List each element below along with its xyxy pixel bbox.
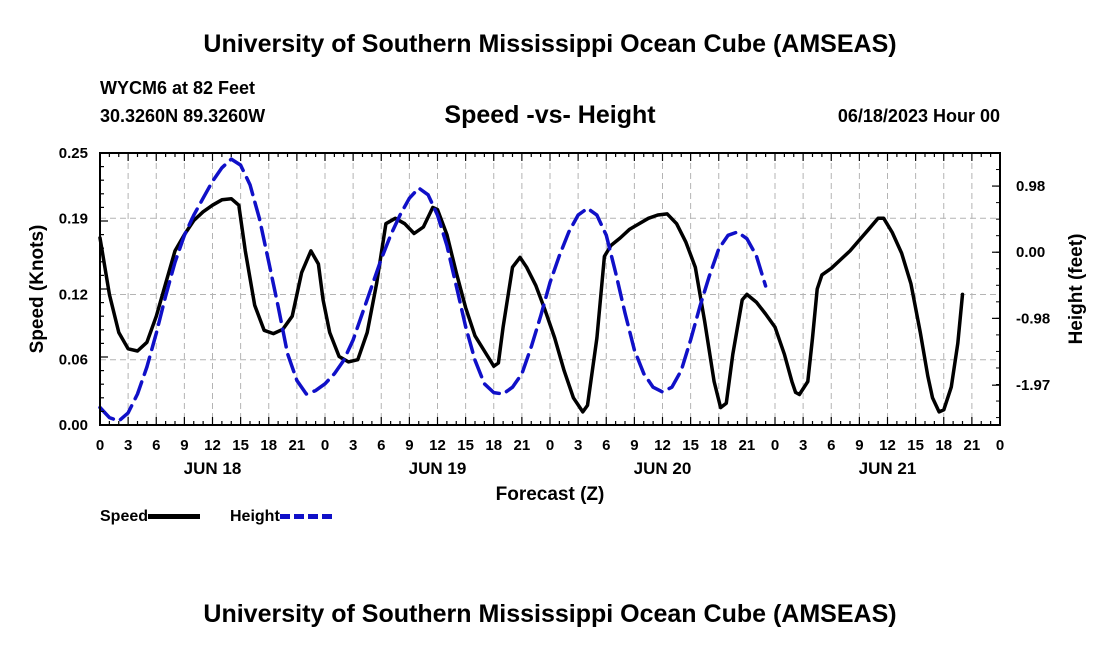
x-tick-label: 9 bbox=[405, 437, 413, 454]
day-label: JUN 19 bbox=[409, 459, 467, 478]
x-tick-label: 9 bbox=[180, 437, 188, 454]
legend-speed-swatch bbox=[148, 514, 201, 520]
x-tick-label: 0 bbox=[96, 437, 104, 454]
chart-subtitle: Speed -vs- Height bbox=[444, 101, 656, 129]
x-tick-label: 18 bbox=[935, 437, 952, 454]
x-tick-label: 9 bbox=[630, 437, 638, 454]
x-tick-label: 18 bbox=[260, 437, 277, 454]
x-tick-label: 3 bbox=[574, 437, 582, 454]
forecast-datetime: 06/18/2023 Hour 00 bbox=[837, 106, 1000, 126]
y-tick-label-left: 0.00 bbox=[59, 417, 88, 434]
y-tick-label-right: -1.97 bbox=[1016, 377, 1050, 394]
x-axis-label: Forecast (Z) bbox=[496, 484, 605, 505]
axis-labels: 0 3 6 9 12 15 18 21 0 3 6 9 12 15 18 21 0 3 6 9 12 15 18 21 0 3 6 9… bbox=[27, 145, 1087, 505]
y-tick-label-left: 0.06 bbox=[59, 352, 88, 369]
x-tick-label: 21 bbox=[289, 437, 306, 454]
x-tick-label: 6 bbox=[152, 437, 160, 454]
x-tick-label: 12 bbox=[654, 437, 671, 454]
x-tick-label: 0 bbox=[546, 437, 554, 454]
legend-height-swatch bbox=[279, 514, 332, 520]
x-tick-label: 15 bbox=[457, 437, 474, 454]
x-tick-label: 3 bbox=[124, 437, 132, 454]
day-label: JUN 21 bbox=[859, 459, 917, 478]
x-tick-label: 9 bbox=[855, 437, 863, 454]
x-tick-label: 15 bbox=[232, 437, 249, 454]
y-tick-label-right: 0.98 bbox=[1016, 178, 1045, 195]
x-tick-label: 6 bbox=[377, 437, 385, 454]
day-label: JUN 18 bbox=[184, 459, 242, 478]
series-line-height bbox=[98, 157, 768, 423]
y-tick-label-right: 0.00 bbox=[1016, 244, 1045, 261]
plot-frame bbox=[99, 152, 1001, 426]
main-title: University of Southern Mississippi Ocean… bbox=[203, 30, 897, 58]
legend-height: Height bbox=[230, 508, 332, 526]
x-tick-label: 21 bbox=[964, 437, 981, 454]
x-tick-label: 0 bbox=[321, 437, 329, 454]
x-tick-label: 15 bbox=[682, 437, 699, 454]
x-tick-label: 15 bbox=[907, 437, 924, 454]
x-tick-label: 0 bbox=[996, 437, 1004, 454]
series-lines bbox=[98, 157, 965, 423]
y-tick-label-left: 0.12 bbox=[59, 286, 88, 303]
series-line-speed bbox=[98, 196, 965, 414]
station-label: WYCM6 at 82 Feet bbox=[100, 78, 256, 98]
x-tick-label: 21 bbox=[514, 437, 531, 454]
x-tick-label: 18 bbox=[485, 437, 502, 454]
x-tick-label: 3 bbox=[349, 437, 357, 454]
legend-height-label: Height bbox=[230, 508, 280, 525]
footer-title: University of Southern Mississippi Ocean… bbox=[203, 600, 897, 628]
x-tick-label: 12 bbox=[879, 437, 896, 454]
legend-speed-label: Speed bbox=[100, 508, 149, 525]
x-tick-label: 21 bbox=[739, 437, 756, 454]
x-tick-label: 12 bbox=[429, 437, 446, 454]
x-tick-label: 18 bbox=[710, 437, 727, 454]
x-tick-label: 12 bbox=[204, 437, 221, 454]
y-axis-label-right: Height (feet) bbox=[1066, 234, 1087, 345]
coordinates-label: 30.3260N 89.3260W bbox=[100, 106, 266, 126]
day-label: JUN 20 bbox=[634, 459, 692, 478]
legend-speed: Speed bbox=[100, 508, 201, 526]
x-tick-label: 6 bbox=[827, 437, 835, 454]
y-tick-label-left: 0.19 bbox=[59, 210, 88, 227]
x-tick-label: 3 bbox=[799, 437, 807, 454]
x-tick-label: 0 bbox=[771, 437, 779, 454]
y-tick-label-left: 0.25 bbox=[59, 145, 88, 162]
x-tick-label: 6 bbox=[602, 437, 610, 454]
grid bbox=[100, 153, 1000, 425]
y-tick-label-right: -0.98 bbox=[1016, 310, 1050, 327]
y-axis-label-left: Speed (Knots) bbox=[27, 225, 48, 354]
